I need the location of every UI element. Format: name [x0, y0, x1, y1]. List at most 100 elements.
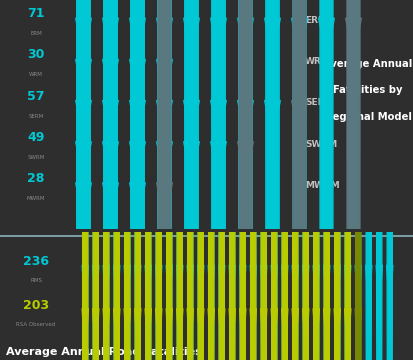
- Polygon shape: [103, 265, 109, 279]
- Circle shape: [104, 0, 117, 360]
- Polygon shape: [157, 100, 172, 112]
- Text: 30: 30: [27, 48, 45, 61]
- Circle shape: [319, 0, 332, 360]
- Polygon shape: [210, 100, 226, 112]
- Circle shape: [218, 0, 224, 360]
- Polygon shape: [264, 100, 280, 112]
- Polygon shape: [102, 59, 118, 71]
- Circle shape: [313, 0, 318, 360]
- Polygon shape: [237, 141, 253, 154]
- Circle shape: [104, 0, 117, 360]
- Text: SWRM: SWRM: [27, 155, 45, 160]
- Circle shape: [208, 0, 214, 360]
- Circle shape: [346, 0, 359, 360]
- Circle shape: [77, 0, 90, 360]
- Polygon shape: [239, 265, 245, 279]
- Polygon shape: [134, 309, 140, 323]
- Polygon shape: [302, 309, 308, 323]
- Text: Average Annual: Average Annual: [323, 59, 412, 69]
- Text: 49: 49: [27, 131, 45, 144]
- Text: SWRM: SWRM: [304, 140, 337, 149]
- Circle shape: [77, 0, 90, 360]
- Polygon shape: [333, 265, 339, 279]
- Polygon shape: [237, 100, 253, 112]
- Circle shape: [145, 0, 150, 360]
- Circle shape: [185, 0, 197, 360]
- Polygon shape: [102, 18, 118, 30]
- Polygon shape: [208, 265, 214, 279]
- Polygon shape: [318, 18, 333, 30]
- Circle shape: [334, 0, 339, 360]
- Polygon shape: [76, 59, 91, 71]
- Polygon shape: [129, 100, 145, 112]
- Circle shape: [302, 0, 308, 360]
- Circle shape: [292, 0, 297, 360]
- Polygon shape: [249, 265, 256, 279]
- Polygon shape: [76, 18, 91, 30]
- Circle shape: [313, 0, 318, 360]
- Polygon shape: [157, 183, 172, 195]
- Polygon shape: [183, 18, 199, 30]
- Polygon shape: [249, 309, 256, 323]
- Polygon shape: [312, 309, 318, 323]
- Polygon shape: [129, 59, 145, 71]
- Circle shape: [185, 0, 197, 360]
- Circle shape: [103, 0, 109, 360]
- Text: Fatalities by: Fatalities by: [332, 85, 402, 95]
- Polygon shape: [82, 265, 88, 279]
- Circle shape: [292, 0, 297, 360]
- Circle shape: [229, 0, 234, 360]
- Polygon shape: [281, 265, 287, 279]
- Circle shape: [124, 0, 130, 360]
- Circle shape: [344, 0, 349, 360]
- Text: MWRM: MWRM: [27, 196, 45, 201]
- Circle shape: [77, 0, 90, 360]
- Polygon shape: [365, 265, 371, 279]
- Text: 57: 57: [27, 90, 45, 103]
- Circle shape: [104, 0, 117, 360]
- Circle shape: [158, 0, 171, 360]
- Circle shape: [229, 0, 234, 360]
- Polygon shape: [210, 141, 226, 154]
- Text: 203: 203: [23, 298, 49, 311]
- Polygon shape: [264, 18, 280, 30]
- Circle shape: [114, 0, 119, 360]
- Polygon shape: [218, 265, 224, 279]
- Polygon shape: [345, 18, 361, 30]
- Polygon shape: [124, 265, 130, 279]
- Text: 236: 236: [23, 255, 49, 268]
- Circle shape: [124, 0, 130, 360]
- Circle shape: [187, 0, 192, 360]
- Polygon shape: [260, 265, 266, 279]
- Text: SERM: SERM: [304, 98, 333, 107]
- Circle shape: [103, 0, 109, 360]
- Polygon shape: [145, 309, 151, 323]
- Circle shape: [198, 0, 203, 360]
- Circle shape: [93, 0, 98, 360]
- Polygon shape: [145, 265, 151, 279]
- Polygon shape: [344, 309, 350, 323]
- Polygon shape: [210, 18, 226, 30]
- Circle shape: [240, 0, 245, 360]
- Circle shape: [355, 0, 360, 360]
- Polygon shape: [218, 309, 224, 323]
- Circle shape: [238, 0, 252, 360]
- Polygon shape: [271, 309, 277, 323]
- Polygon shape: [176, 265, 183, 279]
- Polygon shape: [239, 309, 245, 323]
- Circle shape: [83, 0, 88, 360]
- Circle shape: [177, 0, 182, 360]
- Circle shape: [323, 0, 328, 360]
- Polygon shape: [292, 309, 298, 323]
- Polygon shape: [237, 18, 253, 30]
- Polygon shape: [281, 309, 287, 323]
- Polygon shape: [114, 309, 119, 323]
- Polygon shape: [93, 309, 99, 323]
- Circle shape: [266, 0, 278, 360]
- Polygon shape: [312, 265, 318, 279]
- Circle shape: [218, 0, 224, 360]
- Polygon shape: [102, 183, 118, 195]
- Circle shape: [158, 0, 171, 360]
- Circle shape: [187, 0, 192, 360]
- Circle shape: [282, 0, 287, 360]
